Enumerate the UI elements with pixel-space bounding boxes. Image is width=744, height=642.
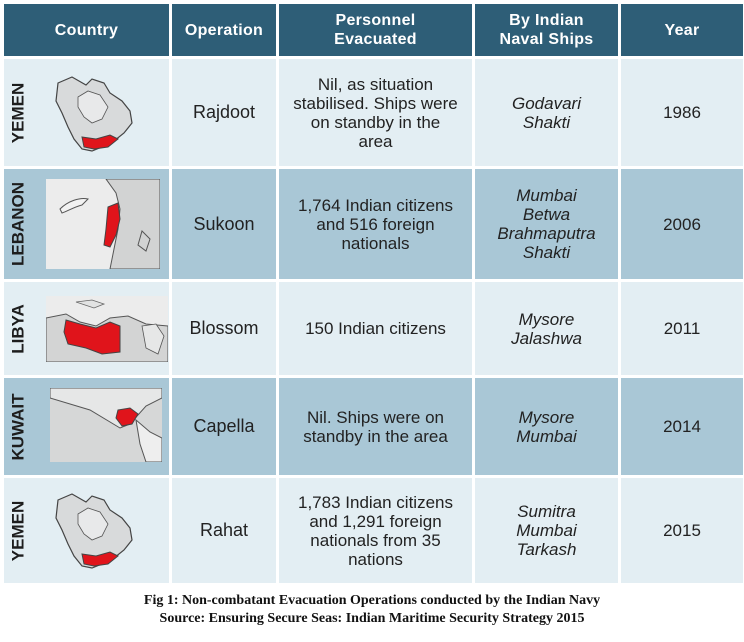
- country-name: LEBANON: [8, 181, 28, 267]
- country-cell: LEBANON: [1, 166, 172, 282]
- ships-cell: Sumitra Mumbai Tarkash: [472, 475, 621, 586]
- country-cell: KUWAIT: [1, 375, 172, 478]
- libya-map-icon: [46, 296, 168, 362]
- figure-caption: Fig 1: Non-combatant Evacuation Operatio…: [0, 592, 744, 628]
- operation-cell: Sukoon: [169, 166, 279, 282]
- operation-cell: Capella: [169, 375, 279, 478]
- year-cell: 1986: [618, 56, 744, 169]
- table-row: YEMEN Rajdoot Nil, as situation stabilis…: [1, 56, 744, 169]
- caption-title: Fig 1: Non-combatant Evacuation Operatio…: [143, 593, 601, 608]
- evacuation-table-container: Country Operation Personnel Evacuated By…: [0, 0, 744, 586]
- operation-cell: Blossom: [169, 279, 279, 378]
- ships-cell: Mumbai Betwa Brahmaputra Shakti: [472, 166, 621, 282]
- table-row: YEMEN Rahat 1,783 Indian citizens and 1,…: [1, 475, 744, 586]
- lebanon-map-icon: [46, 179, 160, 269]
- country-name: LIBYA: [8, 303, 28, 354]
- country-cell: LIBYA: [1, 279, 172, 378]
- year-cell: 2011: [618, 279, 744, 378]
- yemen-map-icon: [55, 76, 133, 152]
- header-row: Country Operation Personnel Evacuated By…: [1, 1, 744, 59]
- country-cell: YEMEN: [1, 475, 172, 586]
- year-cell: 2014: [618, 375, 744, 478]
- table-row: LIBYA Blossom 150 Indian citizens Mysore…: [1, 279, 744, 378]
- header-personnel: Personnel Evacuated: [276, 1, 475, 59]
- header-country: Country: [1, 1, 172, 59]
- caption-source: Source: Ensuring Secure Seas: Indian Mar…: [159, 611, 585, 626]
- personnel-cell: 1,764 Indian citizens and 516 foreign na…: [276, 166, 475, 282]
- header-operation: Operation: [169, 1, 279, 59]
- header-year: Year: [618, 1, 744, 59]
- evacuation-table: Country Operation Personnel Evacuated By…: [1, 1, 744, 586]
- year-cell: 2006: [618, 166, 744, 282]
- kuwait-map-icon: [50, 388, 162, 462]
- personnel-cell: 1,783 Indian citizens and 1,291 foreign …: [276, 475, 475, 586]
- ships-cell: Mysore Jalashwa: [472, 279, 621, 378]
- personnel-cell: Nil, as situation stabilised. Ships were…: [276, 56, 475, 169]
- ships-cell: Godavari Shakti: [472, 56, 621, 169]
- year-cell: 2015: [618, 475, 744, 586]
- personnel-cell: 150 Indian citizens: [276, 279, 475, 378]
- country-name: YEMEN: [8, 82, 28, 143]
- country-name: YEMEN: [8, 500, 28, 561]
- header-ships: By Indian Naval Ships: [472, 1, 621, 59]
- operation-cell: Rahat: [169, 475, 279, 586]
- personnel-cell: Nil. Ships were on standby in the area: [276, 375, 475, 478]
- table-row: KUWAIT Capella Nil. Ships were on standb…: [1, 375, 744, 478]
- country-name: KUWAIT: [8, 392, 28, 461]
- country-cell: YEMEN: [1, 56, 172, 169]
- operation-cell: Rajdoot: [169, 56, 279, 169]
- yemen-map-icon: [55, 493, 133, 569]
- ships-cell: Mysore Mumbai: [472, 375, 621, 478]
- table-row: LEBANON Sukoon 1,764 Indian citizens and…: [1, 166, 744, 282]
